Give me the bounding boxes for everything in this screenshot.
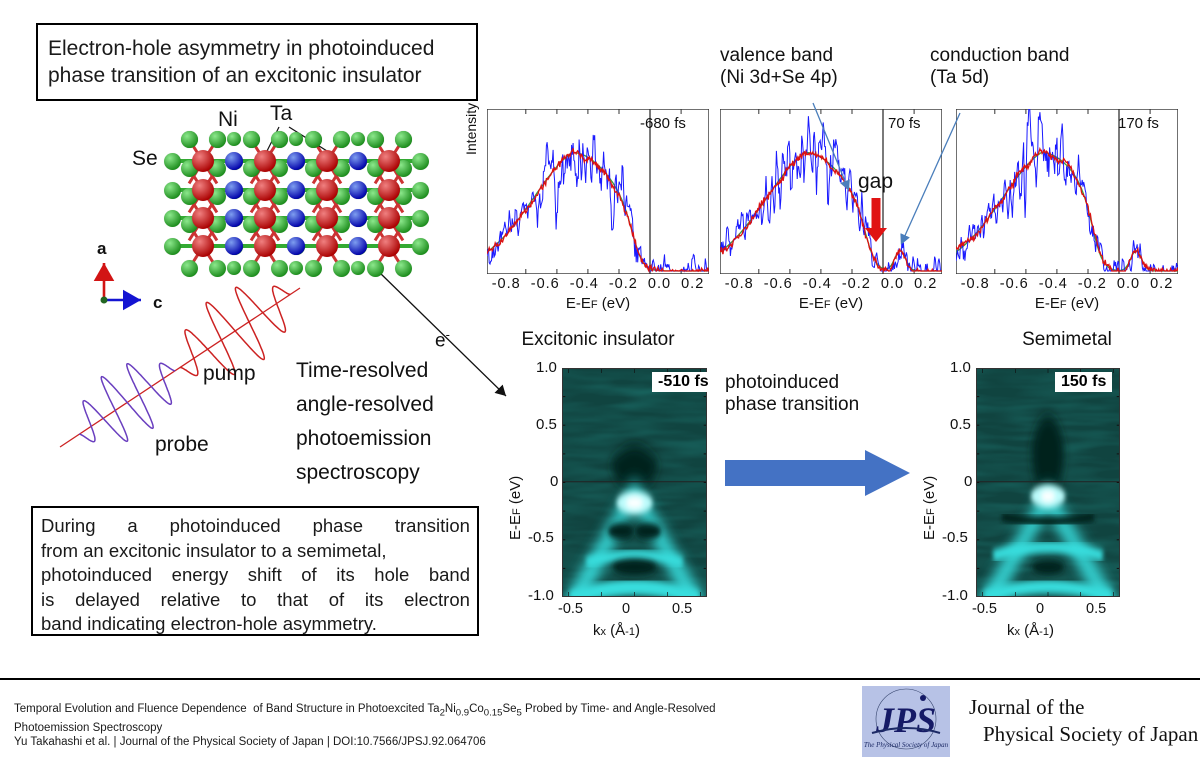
svg-text:The Physical Society of Japan: The Physical Society of Japan bbox=[864, 741, 949, 749]
svg-text:JPS: JPS bbox=[875, 700, 936, 740]
